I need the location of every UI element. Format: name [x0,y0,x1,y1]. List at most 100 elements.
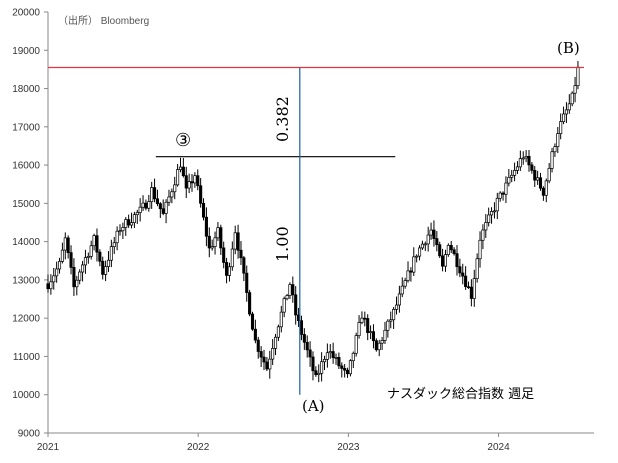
candle-body [176,169,180,186]
candle-body [383,329,387,341]
candle-body [109,246,113,261]
ratio-0382-label: 0.382 [273,96,292,142]
candle-body [161,208,165,214]
candle-body [538,177,543,189]
candle-body [360,317,364,323]
candle-body [210,246,214,249]
candle-body [475,258,479,279]
y-tick-label: 15000 [12,199,40,210]
candle-body [259,351,263,358]
candle-body [464,275,468,288]
candle-body [541,187,545,196]
candle-body [118,230,122,233]
candle-body [461,272,465,277]
candle-body [216,227,220,239]
candle-body [213,237,217,247]
candle-body [481,229,485,241]
candle-body [570,92,574,105]
candle-body [57,261,62,270]
candle-body [193,175,197,184]
candle-body [75,279,79,288]
candle-body [325,352,329,360]
candle-body [60,249,64,262]
candle-body [334,357,338,359]
candle-body [400,285,404,295]
candle-body [446,245,450,255]
candle-body [155,198,159,205]
candle-body [262,356,266,363]
x-tick-label: 2023 [337,442,360,453]
candle-body [135,212,139,215]
candle-body [190,181,194,184]
candle-body [170,191,174,198]
candle-body [530,164,534,171]
candle-body [242,257,246,274]
y-axis: 9000 10000 11000 12000 13000 14000 15000 16000 1… [12,8,49,440]
candle-body [322,359,327,363]
y-tick-label: 16000 [12,161,40,172]
candle-body [564,109,568,115]
candle-body [311,356,315,372]
candle-body [501,192,505,195]
point-b-label: (B) [557,39,580,57]
x-tick-label: 2024 [487,442,510,453]
x-axis: 2021 2022 2023 2024 [37,432,594,453]
candle-body [487,214,491,223]
candle-body [66,237,70,253]
candle-body [63,237,67,251]
candle-body [363,317,367,320]
candle-body [423,243,427,246]
candle-body [282,298,286,313]
candle-body [521,157,525,160]
candle-body [389,319,393,322]
candle-body [567,103,571,111]
candle-body [158,203,162,210]
candle-body [204,216,208,237]
candle-body [469,286,473,299]
candle-body [412,256,416,273]
candle-body [403,280,407,287]
candle-body [377,342,381,351]
candle-body [141,202,145,208]
candle-body [547,167,551,182]
candle-body [271,348,275,360]
candle-body [533,170,537,181]
candle-body [337,357,341,367]
candle-body [299,320,304,335]
candle-body [222,247,226,263]
candle-body [328,351,332,354]
candle-body [250,313,255,330]
x-tick-label: 2021 [37,442,60,453]
candle-body [458,266,462,274]
candle-body [92,235,96,247]
candle-body [52,275,56,283]
candle-body [426,234,430,245]
candle-body [181,166,185,177]
candle-body [562,113,566,122]
candle-body [121,227,125,232]
candle-body [112,242,116,247]
candle-body [510,174,514,178]
candle-body [366,318,370,333]
candle-body [230,248,234,268]
reference-lines [48,66,584,395]
candle-body [343,368,347,371]
candle-body [536,177,540,181]
candle-body [492,210,496,213]
candle-body [518,158,522,168]
candle-body [415,255,419,258]
candle-body [95,235,99,253]
candle-body [167,196,171,203]
y-tick-label: 18000 [12,84,40,95]
candle-body [305,341,309,351]
candle-body [106,259,111,267]
candle-body [196,175,200,187]
candle-body [556,133,560,148]
y-tick-label: 9000 [18,429,41,440]
candle-body [380,340,384,344]
candle-body [89,245,93,257]
candle-body [320,361,324,374]
candle-body [288,284,292,296]
candle-body [331,351,335,358]
